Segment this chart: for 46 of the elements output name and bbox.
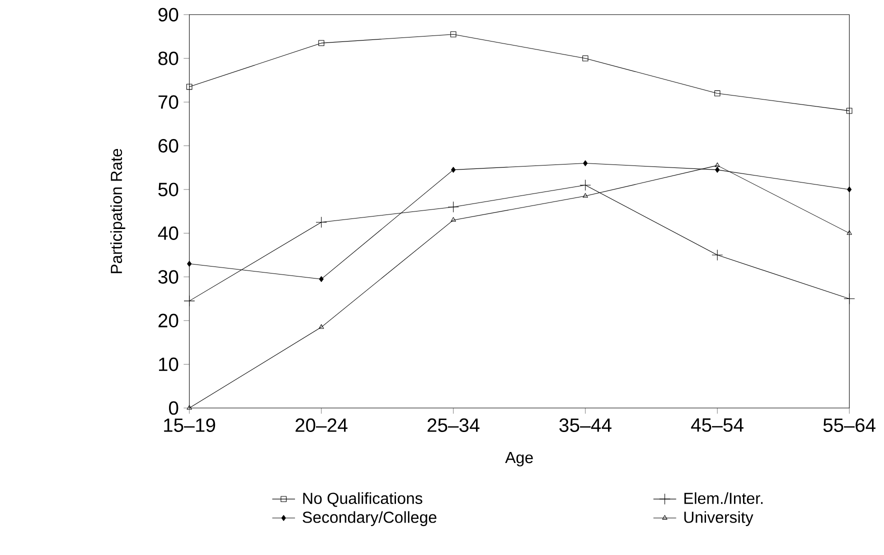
y-tick-label: 10 xyxy=(159,358,178,372)
point xyxy=(846,108,852,114)
point xyxy=(580,180,591,191)
point xyxy=(714,90,720,96)
point xyxy=(448,202,459,213)
point xyxy=(450,217,456,222)
x-tick-label: 25–34 xyxy=(428,418,480,432)
point xyxy=(714,162,720,168)
point xyxy=(846,230,852,235)
x-axis-title: Age xyxy=(505,452,533,467)
x-tick-label: 15–19 xyxy=(164,418,216,432)
y-tick-label: 70 xyxy=(158,95,178,110)
point xyxy=(847,186,852,193)
x-tick-label: 20–24 xyxy=(296,418,348,432)
point xyxy=(318,40,324,46)
point xyxy=(319,276,324,282)
point xyxy=(184,295,195,307)
point xyxy=(187,261,192,267)
legend-label: University xyxy=(684,511,754,526)
y-tick-label: 0 xyxy=(169,401,178,415)
point xyxy=(186,84,192,90)
y-tick-label: 90 xyxy=(158,8,178,22)
point xyxy=(450,32,456,38)
point xyxy=(582,56,588,62)
y-tick-label: 60 xyxy=(158,139,178,153)
y-axis-title: Participation Rate xyxy=(110,149,126,274)
y-tick-label: 50 xyxy=(158,182,178,196)
point xyxy=(451,167,456,173)
point xyxy=(712,250,723,261)
point xyxy=(715,167,720,173)
x-tick-label: 45–54 xyxy=(691,418,744,432)
y-tick-label: 40 xyxy=(158,226,178,240)
x-tick-label: 35–44 xyxy=(559,418,612,432)
point xyxy=(316,216,327,228)
y-tick-label: 30 xyxy=(158,270,178,284)
y-tick-label: 80 xyxy=(158,52,178,66)
legend-label: Secondary/College xyxy=(302,511,436,526)
point xyxy=(583,160,588,166)
y-tick-label: 20 xyxy=(158,314,178,328)
point xyxy=(318,324,324,329)
point xyxy=(582,193,588,198)
legend-label: No Qualifications xyxy=(303,492,422,508)
x-tick-label: 55–64 xyxy=(823,418,876,432)
point xyxy=(186,405,192,410)
legend-label: Elem./Inter. xyxy=(684,492,763,504)
point xyxy=(844,293,855,305)
